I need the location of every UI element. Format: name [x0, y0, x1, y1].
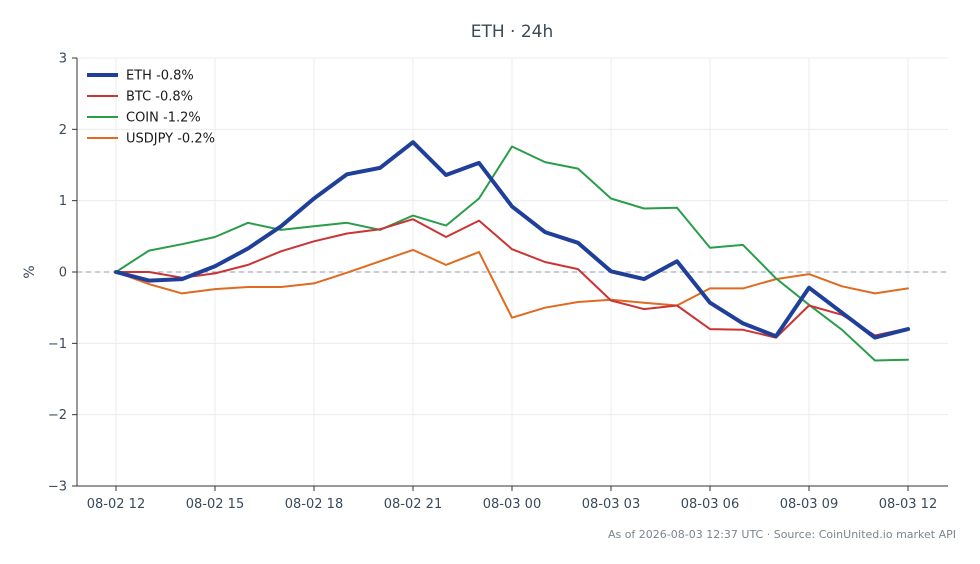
series-line-eth — [114, 140, 910, 340]
x-tick-label: 08-03 00 — [483, 497, 541, 512]
y-tick-label: 2 — [59, 123, 67, 138]
y-tick-label: −1 — [48, 337, 67, 352]
chart-title: ETH · 24h — [471, 22, 554, 42]
series-line-coin — [115, 145, 909, 362]
x-tick-label: 08-03 03 — [582, 497, 640, 512]
y-axis-ticks: 3 2 1 0 −1 −2 −3 — [48, 52, 77, 495]
x-tick-label: 08-03 12 — [879, 497, 937, 512]
y-tick-label: −2 — [48, 408, 67, 423]
legend: ETH -0.8% BTC -0.8% COIN -1.2% USDJPY -0.2% — [87, 69, 215, 147]
x-tick-label: 08-03 06 — [681, 497, 739, 512]
y-tick-label: −3 — [48, 480, 67, 495]
x-tick-label: 08-03 09 — [780, 497, 838, 512]
legend-label: COIN -1.2% — [126, 111, 201, 126]
x-tick-label: 08-02 15 — [186, 497, 244, 512]
series-lines — [114, 140, 910, 362]
legend-label: BTC -0.8% — [126, 90, 193, 105]
y-tick-label: 3 — [59, 52, 67, 67]
x-tick-label: 08-02 18 — [285, 497, 343, 512]
x-tick-label: 08-02 12 — [87, 497, 145, 512]
x-axis-ticks: 08-02 12 08-02 15 08-02 18 08-02 21 08-03 00… — [87, 486, 937, 512]
y-tick-label: 0 — [59, 266, 67, 281]
x-tick-label: 08-02 21 — [384, 497, 442, 512]
y-tick-label: 1 — [59, 194, 67, 209]
legend-label: USDJPY -0.2% — [126, 132, 215, 147]
source-footer: As of 2026-08-03 12:37 UTC · Source: Coi… — [608, 528, 956, 541]
legend-label: ETH -0.8% — [126, 69, 194, 84]
y-axis-label: % — [22, 265, 38, 278]
